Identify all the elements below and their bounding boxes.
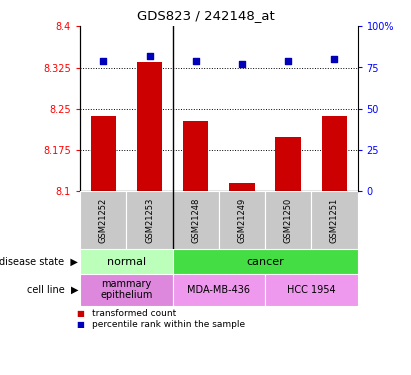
Bar (275, 137, 301, 191)
Text: ■: ■ (76, 309, 84, 318)
Text: cancer: cancer (246, 256, 284, 267)
Text: GSM21250: GSM21250 (284, 198, 293, 243)
Point (331, 56, 338, 62)
Text: ■: ■ (76, 320, 84, 329)
Bar (80, 274, 173, 306)
Text: percentile rank within the sample: percentile rank within the sample (92, 320, 246, 329)
Bar (173, 249, 358, 274)
Bar (173, 191, 219, 249)
Text: disease state  ▶: disease state ▶ (0, 256, 78, 267)
Point (100, 58, 106, 64)
Bar (229, 183, 255, 191)
Text: MDA-MB-436: MDA-MB-436 (187, 285, 250, 295)
Text: normal: normal (107, 256, 146, 267)
Text: GSM21251: GSM21251 (330, 198, 339, 243)
Bar (265, 191, 312, 249)
Text: transformed count: transformed count (92, 309, 177, 318)
Text: GSM21248: GSM21248 (191, 198, 200, 243)
Text: GSM21252: GSM21252 (99, 198, 108, 243)
Bar (90, 116, 116, 191)
Bar (127, 191, 173, 249)
Bar (173, 274, 265, 306)
Bar (265, 274, 358, 306)
Point (192, 58, 199, 64)
Point (239, 61, 245, 67)
Bar (312, 191, 358, 249)
Text: cell line  ▶: cell line ▶ (27, 285, 78, 295)
Text: HCC 1954: HCC 1954 (287, 285, 336, 295)
Bar (80, 249, 173, 274)
Point (285, 58, 291, 64)
Text: GSM21249: GSM21249 (238, 198, 247, 243)
Bar (219, 191, 265, 249)
Text: GSM21253: GSM21253 (145, 198, 154, 243)
Bar (183, 121, 208, 191)
Point (146, 53, 153, 59)
Bar (80, 191, 127, 249)
Text: mammary
epithelium: mammary epithelium (100, 279, 152, 300)
Text: GDS823 / 242148_at: GDS823 / 242148_at (136, 9, 275, 22)
Bar (137, 62, 162, 191)
Bar (322, 116, 347, 191)
